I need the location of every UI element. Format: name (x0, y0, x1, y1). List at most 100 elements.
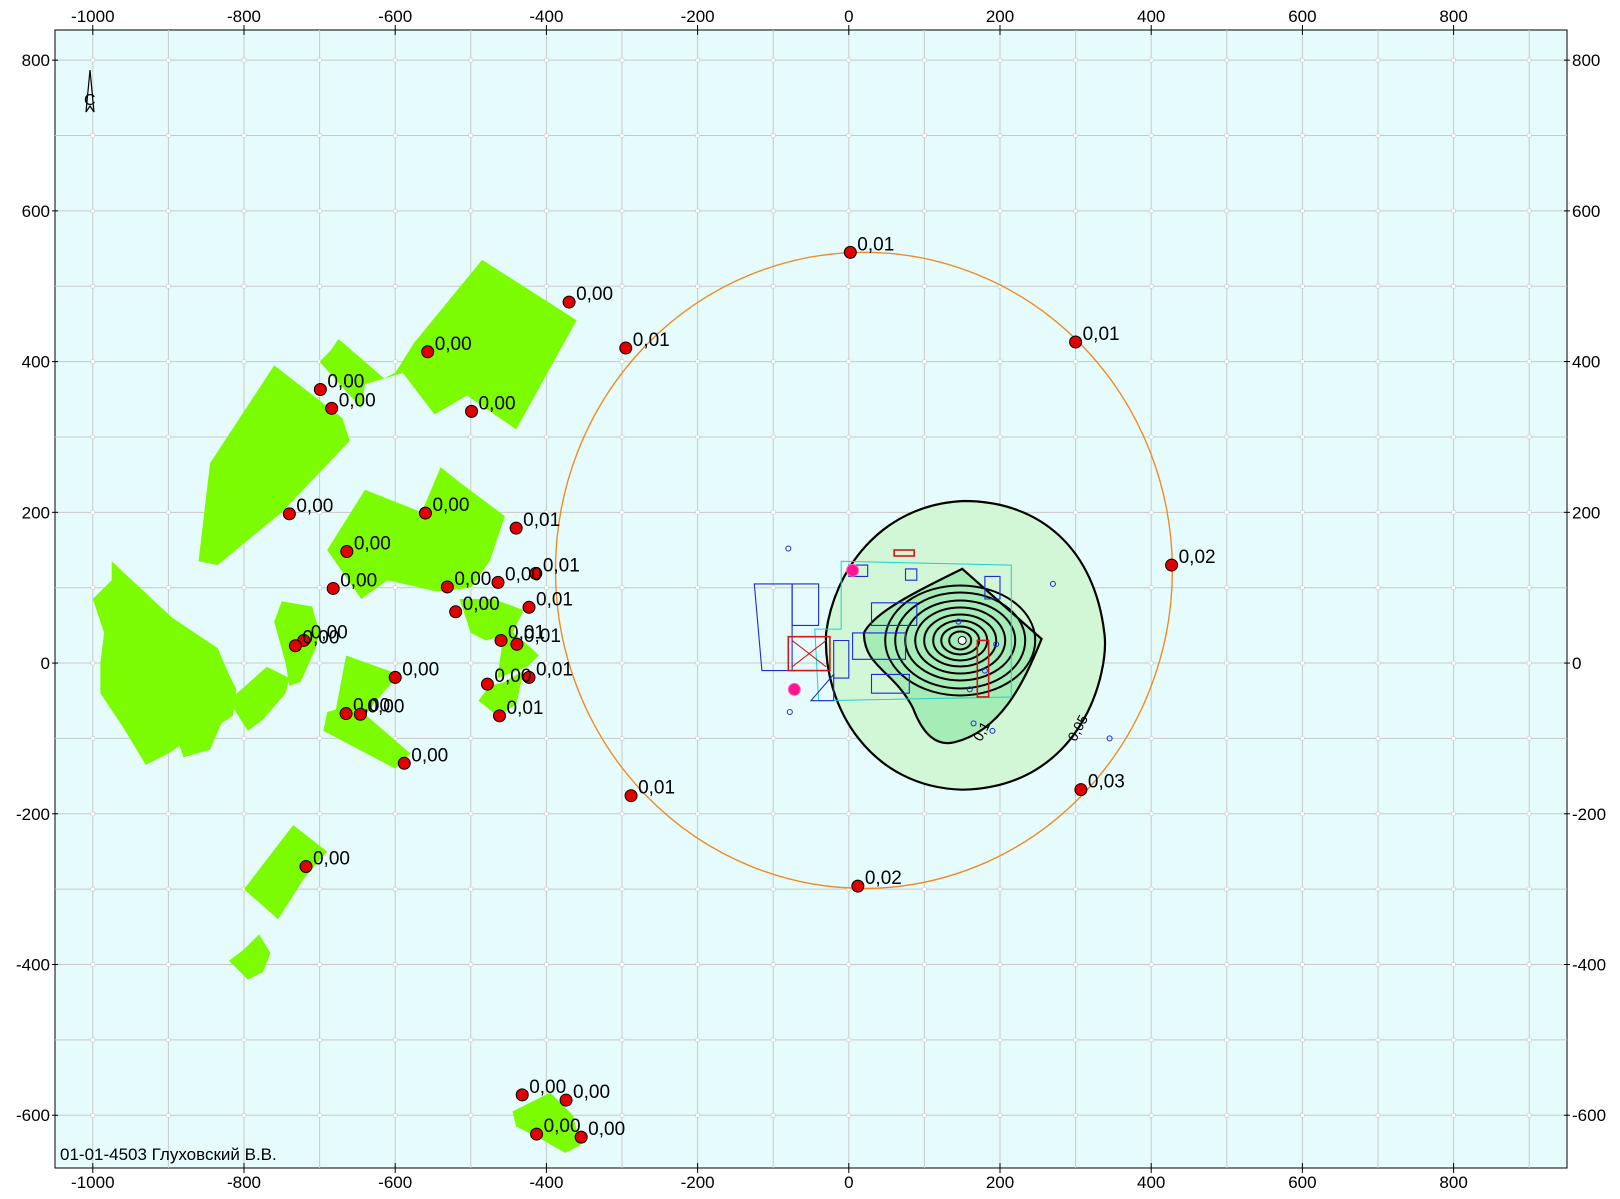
grid-node (1148, 208, 1154, 214)
grid-node (1375, 1112, 1381, 1118)
residential-zone (198, 365, 350, 566)
grid-node (1451, 57, 1457, 63)
calc-point-label: 0,00 (529, 1077, 566, 1098)
grid-node (619, 434, 625, 440)
grid-node (1451, 886, 1457, 892)
grid-node (1224, 585, 1230, 591)
calc-point-label: 0,00 (544, 1116, 581, 1137)
grid-node (392, 961, 398, 968)
calc-point-label: 0,01 (633, 330, 670, 351)
grid-node (694, 1037, 701, 1043)
grid-node (1224, 811, 1230, 817)
calc-point[interactable] (843, 245, 857, 259)
grid-node (241, 283, 247, 289)
x-tick-label-top: 800 (1439, 7, 1467, 26)
calc-point[interactable] (510, 637, 524, 651)
calc-point-label: 0,00 (339, 390, 376, 411)
source-area (787, 635, 831, 672)
calc-point[interactable] (421, 345, 435, 359)
residential-zone (319, 259, 577, 430)
grid-node (921, 132, 928, 139)
calc-point[interactable] (493, 709, 507, 723)
calc-point-label: 0,00 (454, 569, 491, 590)
grid-node (1375, 811, 1381, 817)
grid-node (921, 1112, 928, 1118)
grid-node (1526, 208, 1532, 214)
grid-node (997, 359, 1003, 365)
calc-point[interactable] (522, 670, 536, 684)
grid-node (90, 1037, 96, 1043)
calc-point[interactable] (325, 401, 339, 415)
grid-node (846, 1112, 852, 1118)
calc-point[interactable] (529, 566, 543, 580)
calc-point[interactable] (530, 1127, 544, 1141)
calc-point[interactable] (851, 879, 865, 893)
calc-point[interactable] (619, 341, 633, 355)
calc-point-label: 0,02 (865, 868, 902, 889)
grid-node (694, 886, 701, 892)
calc-point[interactable] (339, 707, 353, 721)
calc-point[interactable] (515, 1088, 529, 1102)
y-tick-label-left: -400 (16, 956, 50, 975)
grid-node (921, 811, 928, 817)
calc-point[interactable] (494, 633, 508, 647)
calc-point[interactable] (1165, 558, 1179, 572)
grid-node (619, 886, 625, 892)
x-tick-label-bottom: 0 (844, 1173, 853, 1192)
grid-node (316, 208, 323, 214)
grid-node (846, 132, 852, 139)
grid-node (1375, 735, 1381, 742)
calc-point-label: 0,01 (857, 234, 894, 255)
calc-point[interactable] (288, 639, 302, 653)
calc-point[interactable] (480, 677, 494, 691)
calc-point[interactable] (559, 1093, 573, 1107)
grid-node (241, 359, 247, 365)
calc-point[interactable] (562, 295, 576, 309)
calc-point[interactable] (388, 670, 402, 684)
calc-point[interactable] (313, 382, 327, 396)
grid-node (619, 585, 625, 591)
grid-node (1224, 1037, 1230, 1043)
grid-node (90, 434, 96, 440)
calc-point[interactable] (299, 860, 313, 874)
calc-point-label: 0,00 (296, 496, 333, 517)
calc-point[interactable] (340, 545, 354, 559)
calc-point[interactable] (465, 404, 479, 418)
grid-node (392, 886, 398, 892)
calc-point[interactable] (282, 507, 296, 521)
grid-node (1375, 886, 1381, 892)
calc-point[interactable] (522, 600, 536, 614)
calc-point[interactable] (1074, 783, 1088, 797)
grid-node (619, 961, 625, 968)
y-tick-label-right: 400 (1572, 353, 1600, 372)
y-tick-label-right: 200 (1572, 503, 1600, 522)
calc-point[interactable] (418, 506, 432, 520)
calc-point[interactable] (624, 789, 638, 803)
north-label: С (84, 92, 96, 109)
calc-point[interactable] (440, 580, 454, 594)
y-tick-label-right: -600 (1572, 1106, 1606, 1125)
grid-node (392, 811, 398, 817)
grid-node (1526, 735, 1532, 742)
grid-node (90, 811, 96, 817)
grid-node (1451, 585, 1457, 591)
calc-point[interactable] (491, 575, 505, 589)
calc-point-label: 0,00 (340, 570, 377, 591)
grid-node (1299, 509, 1306, 515)
calc-point[interactable] (326, 581, 340, 595)
calc-point[interactable] (353, 707, 367, 721)
grid-node (1224, 359, 1230, 365)
grid-node (997, 961, 1003, 968)
calc-point[interactable] (397, 756, 411, 770)
grid-node (997, 208, 1003, 214)
grid-node (694, 961, 701, 968)
site-small-marker (785, 545, 792, 552)
calc-point[interactable] (449, 605, 463, 619)
calc-point-label: 0,02 (1179, 547, 1216, 568)
calc-point[interactable] (1069, 335, 1083, 349)
calc-point[interactable] (574, 1130, 588, 1144)
grid-node (1299, 57, 1306, 63)
grid-node (1451, 434, 1457, 440)
calc-point[interactable] (509, 521, 523, 535)
